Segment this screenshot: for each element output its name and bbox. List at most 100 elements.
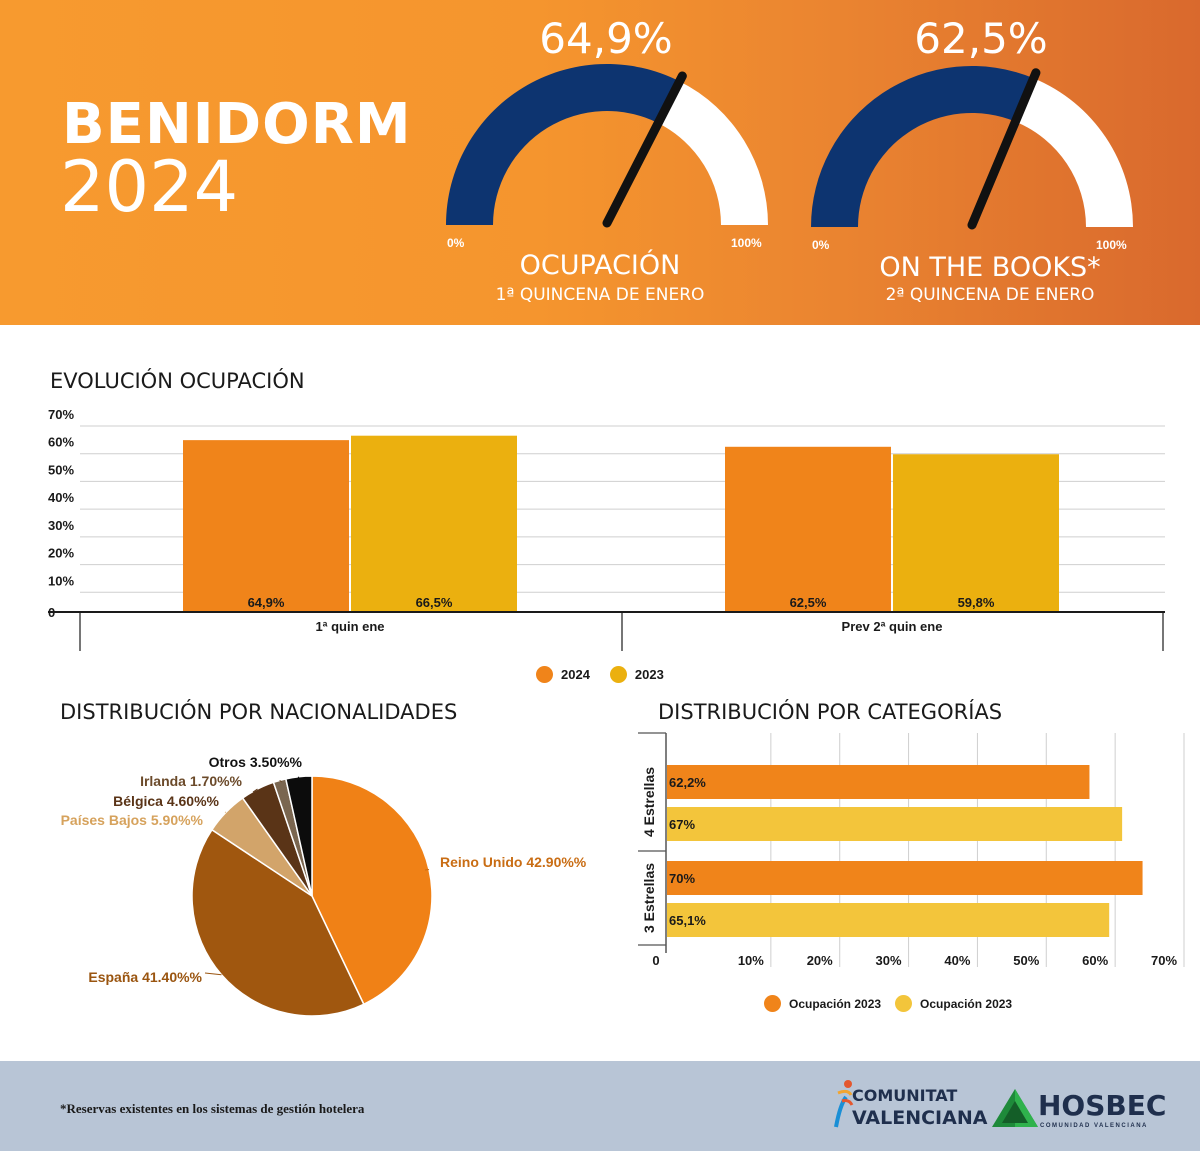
- bar-2023-0: [351, 435, 517, 611]
- pie-leader-line: [252, 788, 258, 793]
- bar-2024-1: [725, 446, 891, 611]
- x-tick-label: 0: [652, 953, 659, 968]
- bar-2024-0: [183, 440, 349, 611]
- gauge-subtitle-ocupacion: 1ª QUINCENA DE ENERO: [495, 285, 705, 305]
- gauge-max-ocupacion: 100%: [731, 236, 762, 250]
- hbar-0-1: [667, 861, 1143, 895]
- x-tick-label: 10%: [738, 953, 764, 968]
- pie-label-países-bajos: Países Bajos 5.90%%: [61, 812, 204, 828]
- categories-legend: Ocupación 2023 Ocupación 2023: [764, 995, 1012, 1012]
- brand-year: 2024: [60, 146, 239, 228]
- hbar-value-label: 65,1%: [669, 913, 706, 928]
- bar-value-label: 59,8%: [958, 595, 995, 610]
- gauges: [446, 64, 1133, 230]
- hosbec-subtitle: COMUNIDAD VALENCIANA: [1040, 1123, 1148, 1129]
- pie-leader-line: [424, 868, 430, 871]
- gauge-rest-1: [1015, 78, 1133, 227]
- legend-item-cat-1: Ocupación 2023: [764, 995, 881, 1012]
- hbar-1-1: [667, 903, 1110, 937]
- legend-item-cat-2: Ocupación 2023: [895, 995, 1012, 1012]
- pie-slice-otros: [284, 775, 313, 897]
- y-tick-label: 60%: [48, 435, 74, 450]
- header-banner: BENIDORM 2024 64,9% 0% 100% OCUPACIÓN 1ª…: [0, 0, 1200, 325]
- categories-title: DISTRIBUCIÓN POR CATEGORÍAS: [658, 700, 1003, 724]
- x-tick-label: 20%: [807, 953, 833, 968]
- gauge-max-onthebooks: 100%: [1096, 238, 1127, 252]
- cv-logo-text: COMUNITAT VALENCIANA: [852, 1085, 987, 1129]
- category-label: 3 Estrellas: [641, 863, 657, 933]
- nationalities-title: DISTRIBUCIÓN POR NACIONALIDADES: [60, 700, 458, 724]
- nationalities-pie-chart: Reino Unido 42.90%% España 41.40%% Países …: [61, 754, 587, 1017]
- pie-label-reino-unido: Reino Unido 42.90%%: [440, 854, 587, 870]
- evolution-chart: 010%20%30%40%50%60%70%64,9%66,5%1ª quin …: [48, 407, 1165, 651]
- x-tick-label: 50%: [1013, 953, 1039, 968]
- legend-item-2024: 2024: [536, 666, 590, 683]
- gauge-fill-0: [446, 64, 680, 225]
- pie-leader-line: [297, 776, 300, 779]
- legend-dot-cat-2: [895, 995, 913, 1012]
- gauge-needle-1: [967, 68, 1041, 230]
- pie-label-otros: Otros 3.50%%: [209, 754, 303, 770]
- legend-dot-2024: [536, 666, 553, 683]
- cv-logo-mark-icon: [834, 1080, 854, 1128]
- y-tick-label: 20%: [48, 546, 74, 561]
- legend-dot-cat-1: [764, 995, 781, 1012]
- legend-label-2024: 2024: [561, 667, 590, 682]
- pie-slice-reino-unido: [311, 775, 433, 1006]
- pie-slice-españa: [191, 828, 365, 1017]
- x-tick-label: 40%: [944, 953, 970, 968]
- legend-item-2023: 2023: [609, 666, 664, 683]
- category-label: Prev 2ª quin ene: [842, 619, 943, 634]
- gauge-fill-1: [811, 65, 1034, 228]
- x-tick-label: 60%: [1082, 953, 1108, 968]
- cv-logo-line1: COMUNITAT: [852, 1086, 958, 1105]
- legend-label-cat-1: Ocupación 2023: [789, 996, 882, 1011]
- gauge-min-onthebooks: 0%: [812, 238, 830, 252]
- brand-city: BENIDORM: [62, 92, 412, 157]
- footer: *Reservas existentes en los sistemas de …: [0, 1061, 1200, 1151]
- hbar-value-label: 62,2%: [669, 775, 706, 790]
- footnote: *Reservas existentes en los sistemas de …: [60, 1101, 365, 1116]
- hbar-1-0: [667, 807, 1123, 841]
- gauge-title-ocupacion: OCUPACIÓN: [519, 250, 681, 281]
- y-tick-label: 30%: [48, 518, 74, 533]
- x-tick-label: 30%: [876, 953, 902, 968]
- evolution-legend: 2024 2023: [536, 666, 664, 683]
- pie-label-españa: España 41.40%%: [88, 969, 202, 985]
- pie-label-irlanda: Irlanda 1.70%%: [140, 773, 242, 789]
- hosbec-logo: HOSBEC COMUNIDAD VALENCIANA: [990, 1083, 1166, 1138]
- hosbec-triangle-icon: [992, 1089, 1038, 1127]
- gauge-min-ocupacion: 0%: [447, 236, 465, 250]
- gauge-subtitle-onthebooks: 2ª QUINCENA DE ENERO: [885, 285, 1095, 305]
- legend-label-cat-2: Ocupación 2023: [920, 996, 1013, 1011]
- hosbec-wordmark: HOSBEC: [1038, 1089, 1167, 1122]
- pie-label-bélgica: Bélgica 4.60%%: [113, 793, 219, 809]
- y-tick-label: 50%: [48, 462, 74, 477]
- hbar-value-label: 70%: [669, 871, 695, 886]
- bar-value-label: 64,9%: [248, 595, 285, 610]
- hbar-value-label: 67%: [669, 817, 695, 832]
- gauge-title-onthebooks: ON THE BOOKS*: [879, 252, 1101, 283]
- legend-dot-2023: [609, 666, 627, 683]
- y-tick-label: 70%: [48, 407, 74, 422]
- comunitat-valenciana-logo: COMUNITAT VALENCIANA: [834, 1077, 987, 1137]
- x-tick-label: 70%: [1151, 953, 1177, 968]
- bar-value-label: 66,5%: [416, 595, 453, 610]
- evolution-title: EVOLUCIÓN OCUPACIÓN: [50, 369, 305, 393]
- legend-label-2023: 2023: [634, 667, 664, 682]
- gauge-rest-0: [658, 81, 768, 225]
- bar-value-label: 62,5%: [790, 595, 827, 610]
- y-tick-label: 40%: [48, 490, 74, 505]
- pie-leader-line: [204, 972, 222, 976]
- categories-bar-chart: 0 10% 20% 30% 40% 50% 60% 70% 4 Estrellas 62,2% 67…: [638, 732, 1185, 968]
- gauge-value-onthebooks: 62,5%: [914, 14, 1048, 63]
- category-label: 1ª quin ene: [315, 619, 384, 634]
- category-label: 4 Estrellas: [641, 767, 657, 837]
- pie-leader-line: [279, 780, 283, 783]
- hbar-0-0: [667, 765, 1090, 799]
- cv-logo-line2: VALENCIANA: [852, 1107, 988, 1129]
- bar-2023-1: [893, 454, 1059, 611]
- gauge-value-ocupacion: 64,9%: [539, 14, 673, 63]
- y-tick-label: 10%: [48, 573, 74, 588]
- gauge-needle-0: [602, 71, 687, 228]
